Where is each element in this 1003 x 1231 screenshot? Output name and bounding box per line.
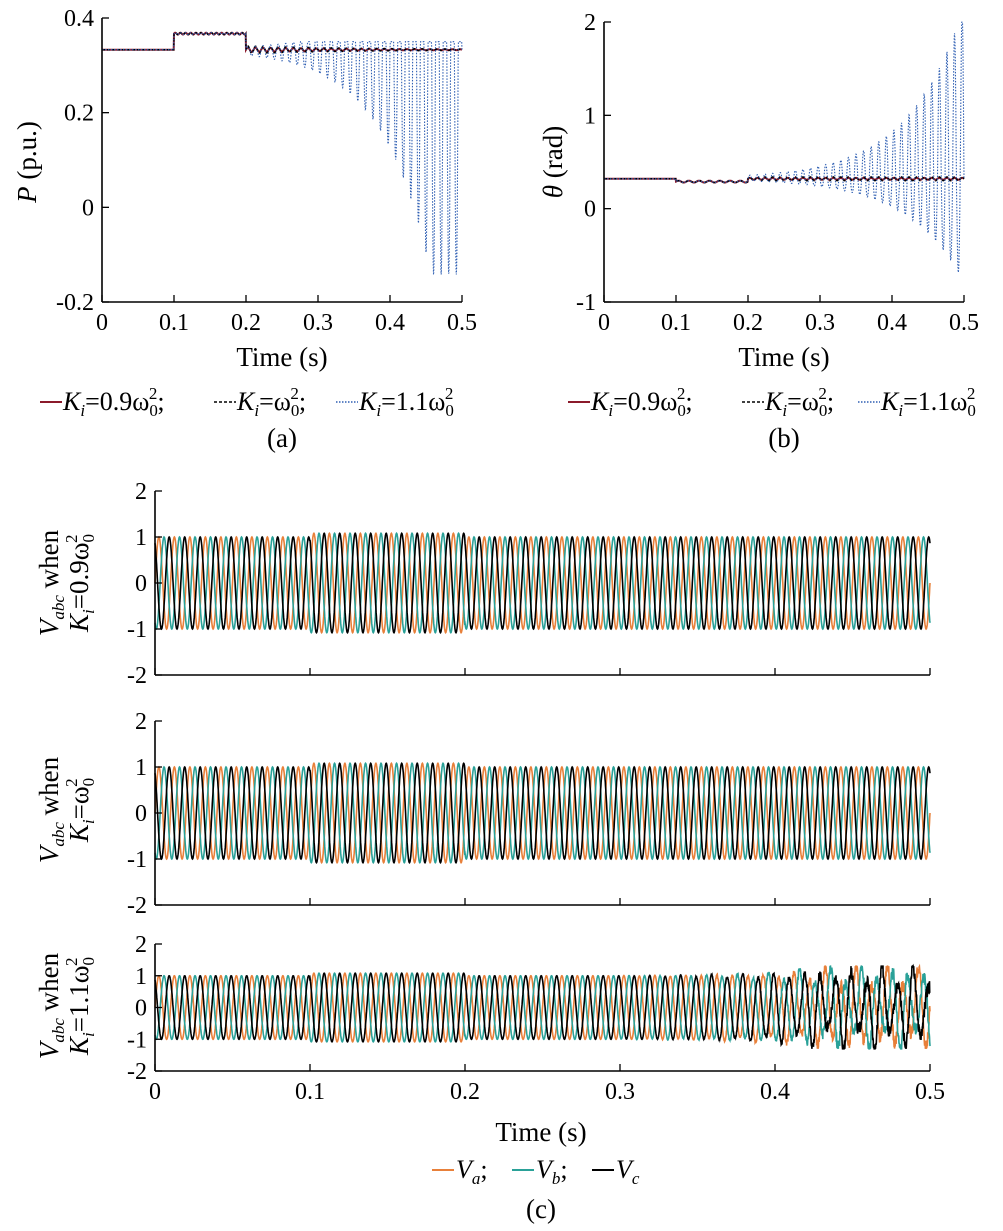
legend-b-k10-label: Ki=ω02; xyxy=(764,384,834,420)
c3-ytick-label-0: -2 xyxy=(127,1059,147,1085)
panel-c1-ylabel-group: Vabc when Ki=0.9ω02 xyxy=(34,529,98,636)
panel-c2-ylabel-line1: Vabc when xyxy=(34,756,68,863)
b-ytick-label-2: 1 xyxy=(584,103,596,129)
c2-series-vc xyxy=(154,762,931,864)
a-ytick-label-3: 0.4 xyxy=(64,6,94,32)
a-series-k09 xyxy=(102,30,463,54)
c2-ytick-label-3: 1 xyxy=(135,755,147,781)
panel-a-label: (a) xyxy=(267,423,297,453)
c3-xtick-label-2: 0.2 xyxy=(450,1079,480,1105)
panel-c2-ylabel-group: Vabc when Ki=ω02 xyxy=(34,756,98,863)
b-xtick-label-1: 0.1 xyxy=(661,310,691,336)
panel-c2-axes: -2 -1 0 1 2 xyxy=(127,709,931,919)
c3-xtick-label-1: 0.1 xyxy=(295,1079,325,1105)
b-xtick-label-3: 0.3 xyxy=(805,310,835,336)
c2-series-va xyxy=(154,762,931,864)
a-ytick-label-2: 0.2 xyxy=(64,101,94,127)
panel-c3-curves xyxy=(154,963,931,1050)
c1-ytick-label-0: -2 xyxy=(127,663,147,689)
legend-c-vb-label: Vb; xyxy=(536,1155,568,1188)
legend-b-k09-label: Ki=0.9ω02; xyxy=(590,384,693,420)
panel-c1-ylabel-line1: Vabc when xyxy=(34,529,68,636)
b-xtick-label-5: 0.5 xyxy=(949,310,979,336)
c1-ytick-label-1: -1 xyxy=(127,617,147,643)
c1-series-va xyxy=(154,532,931,634)
c1-series-vb xyxy=(154,532,931,634)
a-xtick-label-2: 0.2 xyxy=(231,310,261,336)
panel-a-chart: -0.200.20.40 0.1 0.2 0.3 0.4 0.5 P (p.u.) Tim… xyxy=(12,6,477,372)
panel-c1-axes: -2 -1 0 1 2 xyxy=(127,479,931,689)
panel-a-legend: Ki=0.9ω02; Ki=ω02; Ki=1.1ω02 (a) xyxy=(40,384,454,453)
c2-series-vb xyxy=(154,762,931,864)
a-xtick-label-5: 0.5 xyxy=(447,310,477,336)
legend-a-k09-label: Ki=0.9ω02; xyxy=(62,384,165,420)
c3-ytick-label-2: 0 xyxy=(135,996,147,1022)
panel-c-xlabel: Time (s) xyxy=(495,1117,586,1147)
c3-ytick-label-1: -1 xyxy=(127,1027,147,1053)
c2-ytick-label-2: 0 xyxy=(135,801,147,827)
panel-b-legend: Ki=0.9ω02; Ki=ω02; Ki=1.1ω02 (b) xyxy=(568,384,976,453)
b-ytick-label-0: -1 xyxy=(576,290,596,316)
c1-ytick-label-2: 0 xyxy=(135,571,147,597)
b-ytick-label-1: 0 xyxy=(584,197,596,223)
c3-xtick-label-5: 0.5 xyxy=(915,1079,945,1105)
a-xtick-label-1: 0.1 xyxy=(159,310,189,336)
c1-series-vc xyxy=(154,532,931,634)
c2-ytick-label-1: -1 xyxy=(127,847,147,873)
b-xtick-label-4: 0.4 xyxy=(877,310,907,336)
c2-ytick-label-4: 2 xyxy=(135,709,147,735)
c2-ytick-label-0: -2 xyxy=(127,893,147,919)
b-ytick-label-3: 2 xyxy=(584,10,596,36)
c1-ytick-label-4: 2 xyxy=(135,479,147,505)
c3-series-va xyxy=(154,963,931,1050)
panel-a-curves xyxy=(102,30,463,276)
legend-a-k10-label: Ki=ω02; xyxy=(236,384,306,420)
a-ytick-label-1: 0 xyxy=(82,195,94,221)
panel-c1-chart: -2 -1 0 1 2 xyxy=(127,479,931,689)
panel-b-label: (b) xyxy=(768,423,799,453)
c3-series-vc xyxy=(154,963,931,1050)
c3-xtick-label-3: 0.3 xyxy=(605,1079,635,1105)
c3-ytick-label-4: 2 xyxy=(135,932,147,958)
panel-c1-ylabel-line2: Ki=0.9ω02 xyxy=(62,534,98,633)
c3-ytick-label-3: 1 xyxy=(135,964,147,990)
panel-a-ylabel: P (p.u.) xyxy=(12,121,42,204)
panel-c-label: (c) xyxy=(526,1194,556,1224)
panel-c-legend: Va; Vb; Vc (c) xyxy=(432,1155,640,1224)
panel-c3-ylabel-line1: Vabc when xyxy=(34,952,68,1059)
panel-b-xlabel: Time (s) xyxy=(738,342,829,372)
legend-c-vc-label: Vc xyxy=(616,1155,640,1188)
legend-c-va-label: Va; xyxy=(456,1155,488,1188)
b-xtick-label-2: 0.2 xyxy=(733,310,763,336)
legend-a-k11-label: Ki=1.1ω02 xyxy=(358,384,454,420)
panel-b-ylabel: θ (rad) xyxy=(538,126,568,198)
panel-c1-curves xyxy=(154,532,931,634)
panel-c2-curves xyxy=(154,762,931,864)
a-xtick-label-4: 0.4 xyxy=(375,310,405,336)
legend-b-k11-label: Ki=1.1ω02 xyxy=(880,384,976,420)
a-series-k11 xyxy=(102,32,463,276)
panel-a-axes: -0.200.20.40 0.1 0.2 0.3 0.4 0.5 xyxy=(56,6,477,336)
c3-xtick-label-4: 0.4 xyxy=(760,1079,790,1105)
a-xtick-label-0: 0 xyxy=(96,310,108,336)
panel-a-xlabel: Time (s) xyxy=(236,342,327,372)
panel-c2-ylabel-line2: Ki=ω02 xyxy=(62,778,98,843)
c1-ytick-label-3: 1 xyxy=(135,525,147,551)
c3-series-vb xyxy=(154,965,931,1050)
panel-c3-ylabel-group: Vabc when Ki=1.1ω02 xyxy=(34,952,98,1059)
panel-b-curves xyxy=(604,21,965,273)
panel-c2-chart: -2 -1 0 1 2 xyxy=(127,709,931,919)
b-xtick-label-0: 0 xyxy=(598,310,610,336)
panel-c3-ylabel-line2: Ki=1.1ω02 xyxy=(62,957,98,1056)
a-ytick-label-0: -0.2 xyxy=(56,290,94,316)
b-series-k11 xyxy=(604,21,965,273)
c3-xtick-label-0: 0 xyxy=(149,1079,161,1105)
a-xtick-label-3: 0.3 xyxy=(303,310,333,336)
